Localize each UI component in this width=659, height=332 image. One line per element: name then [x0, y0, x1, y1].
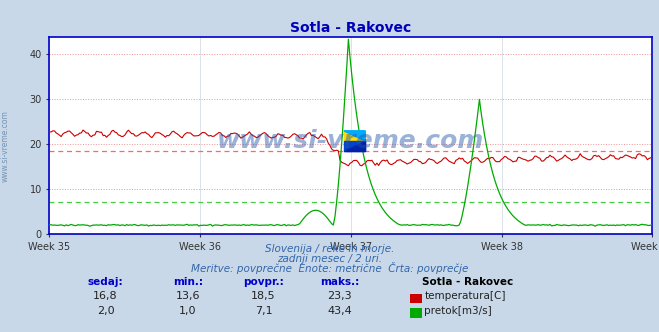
- Polygon shape: [344, 131, 365, 141]
- Text: 7,1: 7,1: [255, 306, 272, 316]
- Text: min.:: min.:: [173, 277, 203, 287]
- Text: povpr.:: povpr.:: [243, 277, 284, 287]
- Text: 43,4: 43,4: [327, 306, 352, 316]
- Text: www.si-vreme.com: www.si-vreme.com: [1, 110, 10, 182]
- Text: 2,0: 2,0: [97, 306, 114, 316]
- Text: zadnji mesec / 2 uri.: zadnji mesec / 2 uri.: [277, 254, 382, 264]
- Bar: [344, 131, 365, 141]
- Text: Slovenija / reke in morje.: Slovenija / reke in morje.: [265, 244, 394, 254]
- Polygon shape: [344, 141, 365, 151]
- Text: 16,8: 16,8: [93, 291, 118, 301]
- Text: 18,5: 18,5: [251, 291, 276, 301]
- Title: Sotla - Rakovec: Sotla - Rakovec: [291, 21, 411, 35]
- Bar: [344, 141, 365, 151]
- Text: maks.:: maks.:: [320, 277, 359, 287]
- Text: 1,0: 1,0: [179, 306, 196, 316]
- Text: temperatura[C]: temperatura[C]: [424, 291, 506, 301]
- Text: Meritve: povprečne  Enote: metrične  Črta: povprečje: Meritve: povprečne Enote: metrične Črta:…: [191, 262, 468, 274]
- Text: Sotla - Rakovec: Sotla - Rakovec: [422, 277, 513, 287]
- Text: 23,3: 23,3: [327, 291, 352, 301]
- Text: sedaj:: sedaj:: [88, 277, 123, 287]
- Text: pretok[m3/s]: pretok[m3/s]: [424, 306, 492, 316]
- Text: 13,6: 13,6: [175, 291, 200, 301]
- Text: www.si-vreme.com: www.si-vreme.com: [217, 129, 484, 153]
